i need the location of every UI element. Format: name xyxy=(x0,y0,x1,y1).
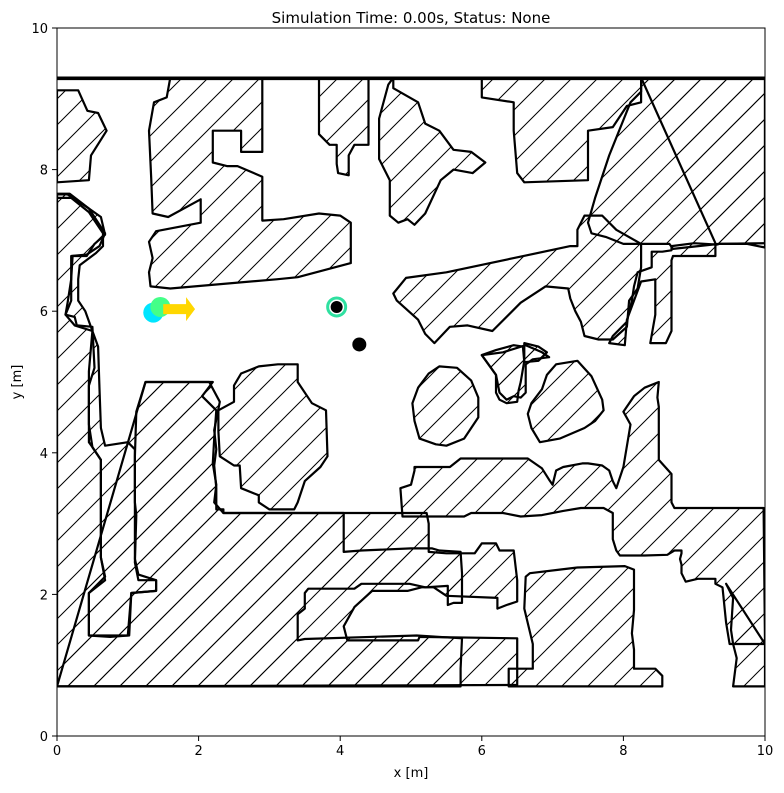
goal-ring-marker xyxy=(326,296,348,318)
marker-layer xyxy=(143,296,367,352)
obstacle-layer xyxy=(57,76,765,688)
obstacle-top-room-block xyxy=(378,76,487,226)
target-point-marker xyxy=(352,337,367,352)
goal-point-marker xyxy=(330,300,343,313)
obstacle-top-mid-block xyxy=(147,76,352,290)
obstacle-right-round-obstacle xyxy=(526,359,605,444)
y-tick-label: 0 xyxy=(40,730,48,745)
y-tick-label: 2 xyxy=(40,588,48,603)
obstacle-bottom-band xyxy=(57,193,464,688)
obstacle-bottom-right-block xyxy=(724,582,765,688)
heading-arrow xyxy=(163,297,196,322)
y-tick-label: 6 xyxy=(40,305,48,320)
x-tick-label: 2 xyxy=(194,744,202,759)
y-tick-label: 4 xyxy=(40,447,48,462)
obstacle-small-right-piece-b xyxy=(480,344,551,401)
x-axis-label: x [m] xyxy=(394,766,429,781)
y-tick-label: 10 xyxy=(31,22,48,37)
obstacle-bottom-center-block xyxy=(507,564,664,688)
y-tick-label: 8 xyxy=(40,164,48,179)
obstacle-left-round-obstacle xyxy=(411,365,480,447)
x-tick-label: 6 xyxy=(478,744,486,759)
x-tick-label: 10 xyxy=(757,744,774,759)
x-axis: 0 2 4 6 8 10 xyxy=(53,736,773,759)
obstacle-center-blob xyxy=(217,363,329,511)
obstacle-top-center-block xyxy=(317,76,370,177)
plot-frame xyxy=(56,27,766,737)
obstacle-left-top-block xyxy=(57,89,108,184)
chart-title: Simulation Time: 0.00s, Status: None xyxy=(272,9,551,27)
y-axis-label: y [m] xyxy=(10,365,25,400)
x-tick-label: 0 xyxy=(53,744,61,759)
y-axis: 0 2 4 6 8 10 xyxy=(31,22,57,745)
x-tick-label: 8 xyxy=(619,744,627,759)
obstacle-center-right-block xyxy=(392,214,643,345)
x-tick-label: 4 xyxy=(336,744,344,759)
